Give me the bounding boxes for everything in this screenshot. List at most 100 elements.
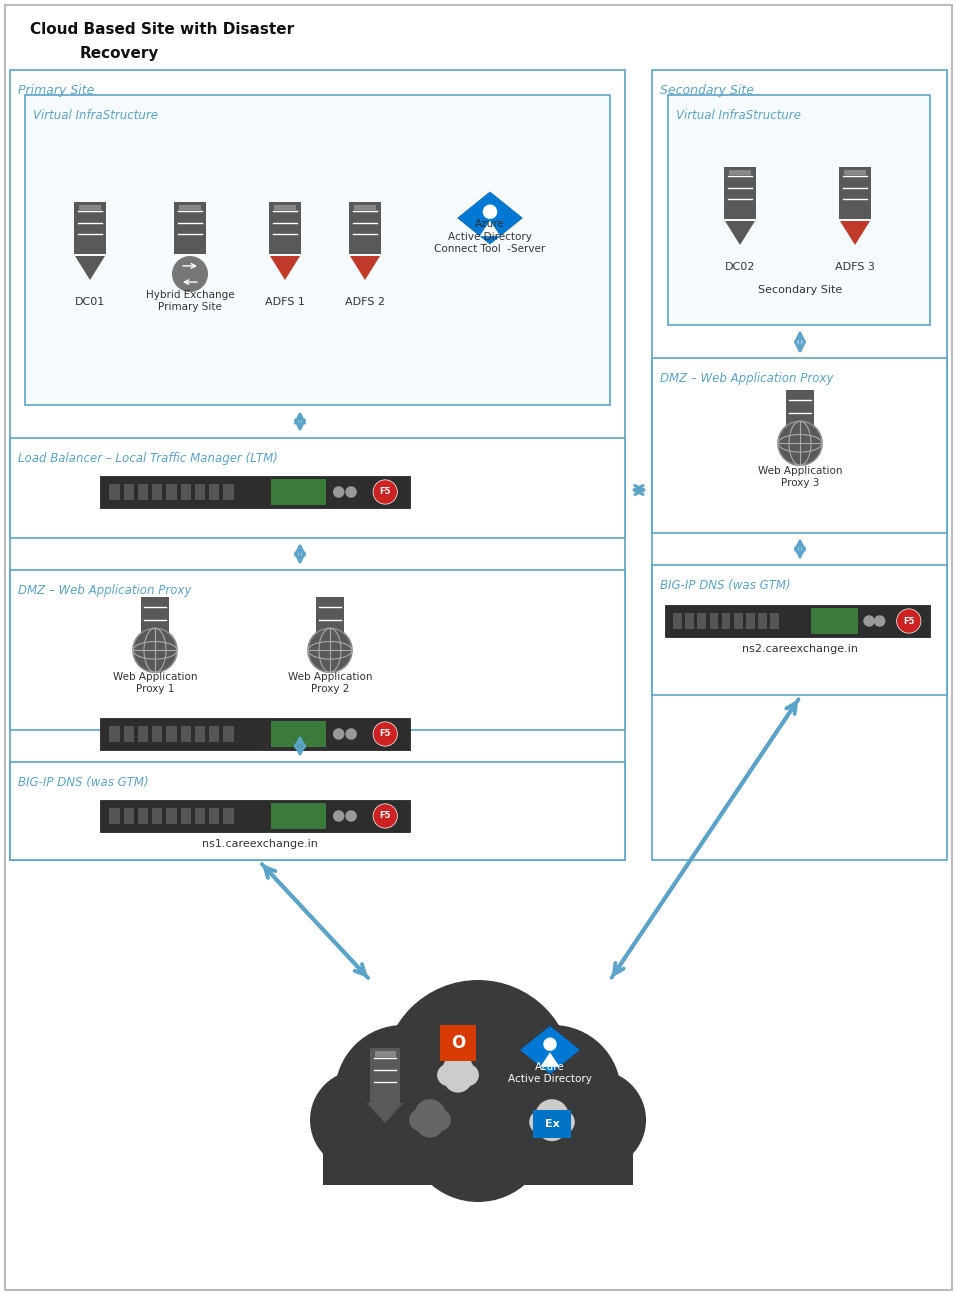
Circle shape bbox=[537, 1110, 568, 1141]
Text: F5: F5 bbox=[903, 616, 915, 625]
Polygon shape bbox=[270, 256, 300, 280]
Bar bbox=[734, 613, 743, 629]
Circle shape bbox=[373, 804, 397, 829]
Circle shape bbox=[444, 1064, 473, 1093]
Bar bbox=[179, 205, 201, 210]
Bar bbox=[138, 726, 148, 742]
Circle shape bbox=[333, 486, 345, 497]
Bar bbox=[210, 484, 219, 500]
Bar bbox=[698, 613, 706, 629]
Bar bbox=[210, 808, 219, 824]
Circle shape bbox=[373, 721, 397, 746]
FancyBboxPatch shape bbox=[10, 761, 625, 860]
Bar bbox=[770, 613, 779, 629]
Text: Web Application
Proxy 2: Web Application Proxy 2 bbox=[288, 672, 372, 694]
Bar bbox=[374, 1052, 395, 1057]
Bar bbox=[174, 202, 206, 254]
Circle shape bbox=[442, 1054, 474, 1085]
Circle shape bbox=[529, 1110, 553, 1134]
Bar bbox=[100, 800, 410, 831]
Text: Load Balancer – Local Traffic Manager (LTM): Load Balancer – Local Traffic Manager (L… bbox=[18, 452, 278, 465]
Text: DC01: DC01 bbox=[75, 297, 105, 307]
Text: Web Application
Proxy 1: Web Application Proxy 1 bbox=[113, 672, 197, 694]
Text: ADFS 1: ADFS 1 bbox=[265, 297, 305, 307]
Text: Recovery: Recovery bbox=[80, 47, 160, 61]
Bar bbox=[78, 205, 101, 210]
FancyBboxPatch shape bbox=[668, 95, 930, 325]
Polygon shape bbox=[350, 256, 380, 280]
Bar bbox=[685, 613, 694, 629]
Bar bbox=[195, 484, 205, 500]
Text: DMZ – Web Application Proxy: DMZ – Web Application Proxy bbox=[660, 372, 834, 385]
Bar bbox=[109, 726, 120, 742]
Bar bbox=[195, 726, 205, 742]
Circle shape bbox=[308, 628, 352, 672]
FancyBboxPatch shape bbox=[652, 357, 947, 534]
Polygon shape bbox=[75, 256, 105, 280]
Bar bbox=[152, 484, 163, 500]
Bar bbox=[533, 1110, 571, 1138]
Text: Secondary Site: Secondary Site bbox=[758, 285, 842, 295]
Bar bbox=[123, 726, 134, 742]
Circle shape bbox=[373, 1050, 493, 1169]
Circle shape bbox=[333, 811, 345, 822]
Bar bbox=[354, 205, 376, 210]
Bar bbox=[839, 167, 871, 219]
Bar bbox=[195, 808, 205, 824]
Circle shape bbox=[456, 1064, 478, 1087]
Bar bbox=[722, 613, 730, 629]
Text: F5: F5 bbox=[379, 729, 391, 738]
Bar bbox=[665, 605, 930, 637]
Bar bbox=[811, 609, 858, 633]
FancyBboxPatch shape bbox=[25, 95, 610, 405]
Circle shape bbox=[383, 980, 573, 1169]
Bar bbox=[709, 613, 719, 629]
Text: O: O bbox=[451, 1033, 465, 1052]
Text: ns2.careexchange.in: ns2.careexchange.in bbox=[742, 644, 858, 654]
Bar bbox=[673, 613, 681, 629]
Bar bbox=[271, 721, 326, 747]
FancyBboxPatch shape bbox=[652, 565, 947, 695]
Polygon shape bbox=[479, 220, 501, 236]
Text: Primary Site: Primary Site bbox=[18, 84, 95, 97]
Bar bbox=[138, 484, 148, 500]
Text: DMZ – Web Application Proxy: DMZ – Web Application Proxy bbox=[18, 584, 191, 597]
Circle shape bbox=[345, 811, 357, 822]
Circle shape bbox=[485, 1026, 621, 1162]
Text: Ex: Ex bbox=[545, 1119, 560, 1129]
Text: BIG-IP DNS (was GTM): BIG-IP DNS (was GTM) bbox=[18, 776, 148, 789]
Polygon shape bbox=[367, 1103, 403, 1123]
FancyBboxPatch shape bbox=[652, 70, 947, 860]
Bar bbox=[167, 484, 177, 500]
Circle shape bbox=[544, 1037, 557, 1052]
Bar bbox=[152, 808, 163, 824]
Bar bbox=[440, 1026, 476, 1061]
Bar bbox=[167, 726, 177, 742]
Bar bbox=[844, 170, 866, 175]
Bar bbox=[729, 170, 751, 175]
Bar bbox=[181, 484, 190, 500]
Bar bbox=[349, 202, 381, 254]
Bar bbox=[316, 597, 344, 644]
Bar bbox=[123, 484, 134, 500]
Circle shape bbox=[863, 615, 875, 627]
Circle shape bbox=[437, 1064, 459, 1087]
Circle shape bbox=[429, 1109, 451, 1131]
Bar bbox=[223, 808, 234, 824]
Circle shape bbox=[551, 1110, 575, 1134]
Text: F5: F5 bbox=[379, 487, 391, 496]
Text: Virtual InfraStructure: Virtual InfraStructure bbox=[676, 109, 801, 122]
Circle shape bbox=[409, 1109, 431, 1131]
Text: Hybrid Exchange
Primary Site: Hybrid Exchange Primary Site bbox=[145, 290, 234, 312]
Circle shape bbox=[415, 1109, 444, 1137]
Text: Cloud Based Site with Disaster: Cloud Based Site with Disaster bbox=[30, 22, 294, 38]
Text: Web Application
Proxy 3: Web Application Proxy 3 bbox=[758, 466, 842, 488]
Polygon shape bbox=[725, 221, 755, 245]
Text: BIG-IP DNS (was GTM): BIG-IP DNS (was GTM) bbox=[660, 579, 790, 592]
Bar bbox=[123, 808, 134, 824]
Bar bbox=[141, 597, 169, 644]
Bar bbox=[152, 726, 163, 742]
Circle shape bbox=[546, 1070, 646, 1169]
Bar bbox=[109, 484, 120, 500]
FancyBboxPatch shape bbox=[10, 70, 625, 860]
